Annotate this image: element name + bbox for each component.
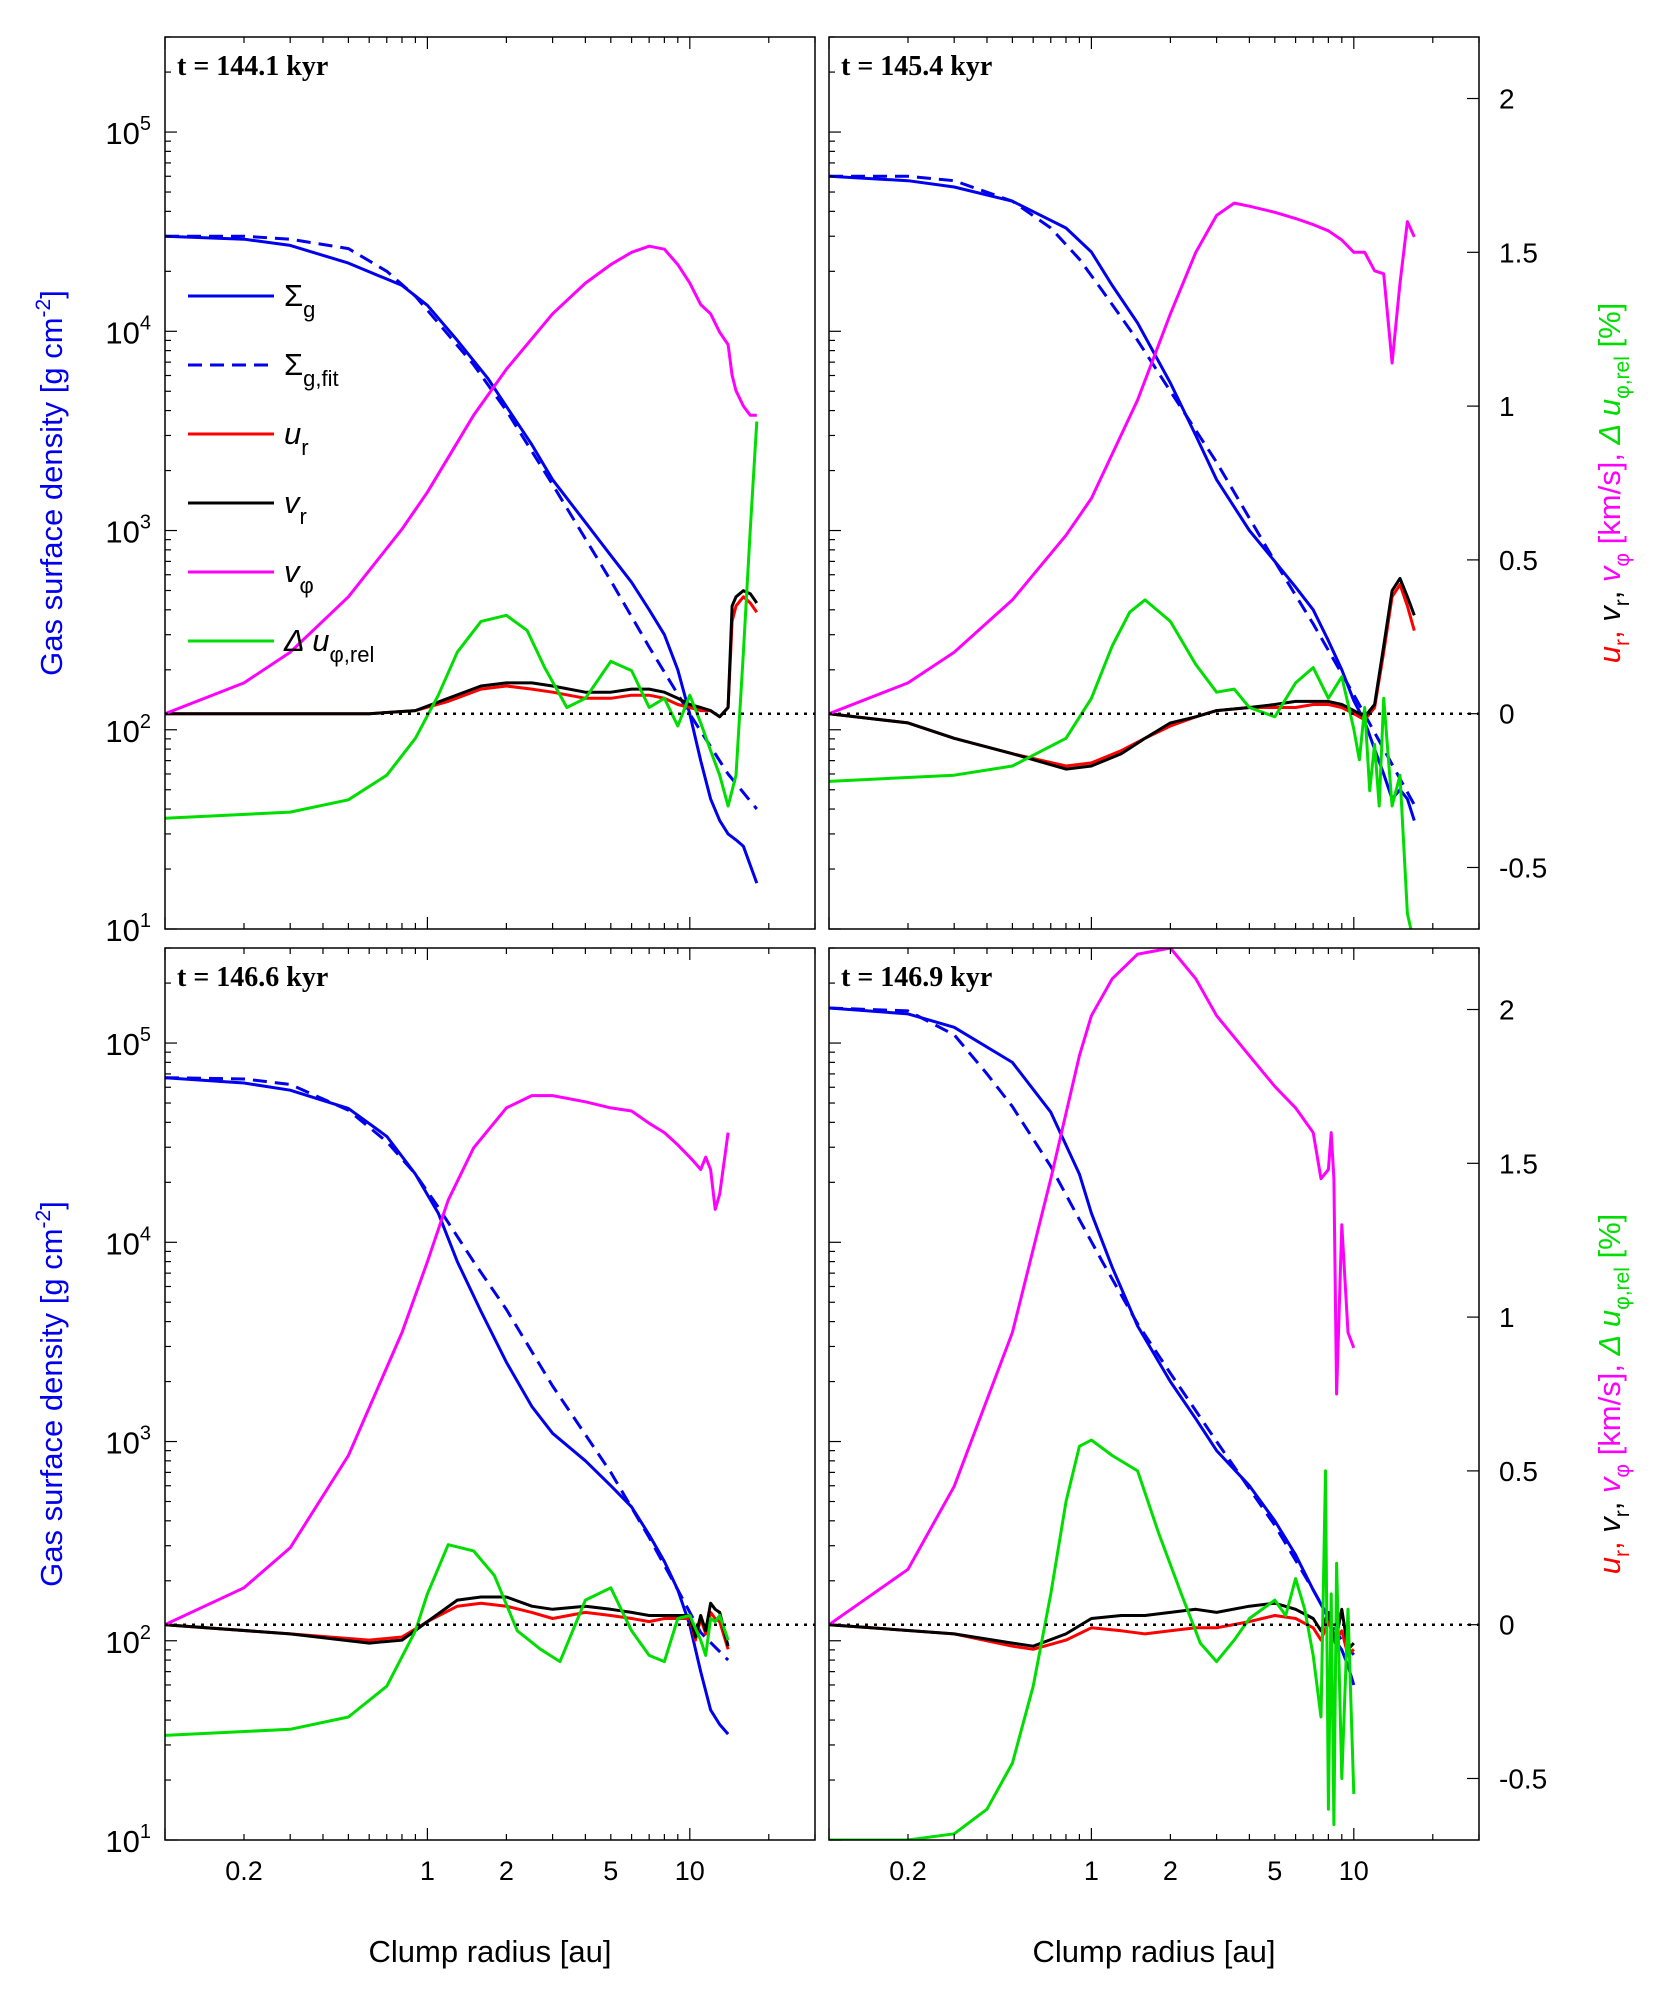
x-tick-label: 10 bbox=[675, 1856, 705, 1886]
series-v-phi bbox=[165, 1094, 730, 1627]
panel-4: t = 146.9 kyr 0.2 1 2 5 10 -0.5 0 0.5 1 1.5 2 bbox=[828, 947, 1547, 1886]
panel-title: t = 146.9 kyr bbox=[841, 962, 992, 993]
legend-label-delta-u-phi-rel: Δ uφ,rel bbox=[283, 623, 374, 667]
y-right-axis-label: ur, vr, vφ [km/s], Δ uφ,rel [%] bbox=[1592, 303, 1634, 664]
x-tick-label: 2 bbox=[1163, 1856, 1178, 1886]
y-right-tick-label: 1 bbox=[1499, 1302, 1515, 1333]
series-sigma-g bbox=[829, 174, 1416, 822]
series-delta-u-phi-rel bbox=[829, 1438, 1356, 1840]
legend-label-v-r: vr bbox=[284, 485, 307, 529]
series-sigma-g-fit bbox=[165, 234, 758, 810]
panel-frame bbox=[164, 36, 816, 930]
series-v-phi bbox=[829, 201, 1416, 716]
x-tick-label: 2 bbox=[499, 1856, 514, 1886]
legend-label-sigma-g-fit: Σg,fit bbox=[284, 347, 339, 391]
y-left-tick-label: 103 bbox=[105, 1423, 151, 1461]
y-right-tick-label: 0 bbox=[1499, 699, 1515, 730]
panel-title: t = 146.6 kyr bbox=[177, 962, 328, 993]
series-v-r bbox=[829, 576, 1416, 771]
y-right-tick-label: -0.5 bbox=[1499, 852, 1547, 883]
legend-label-u-r: ur bbox=[284, 416, 309, 460]
x-tick-label: 0.2 bbox=[225, 1856, 263, 1886]
panel-frame bbox=[164, 947, 816, 1841]
y-right-tick-label: 2 bbox=[1499, 995, 1515, 1026]
panel-frame bbox=[828, 36, 1480, 930]
x-tick-label: 10 bbox=[1339, 1856, 1369, 1886]
panel-frame bbox=[828, 947, 1480, 1841]
y-right-tick-label: 2 bbox=[1499, 84, 1515, 115]
series-delta-u-phi-rel bbox=[165, 421, 759, 820]
y-right-tick-label: 1 bbox=[1499, 391, 1515, 422]
series-sigma-g-fit bbox=[829, 174, 1416, 806]
series-sigma-g-fit bbox=[829, 1006, 1355, 1656]
y-left-axis-label: Gas surface density [g cm-2] bbox=[32, 290, 69, 676]
x-tick-label: 5 bbox=[603, 1856, 618, 1886]
y-right-tick-label: 1.5 bbox=[1499, 237, 1538, 268]
x-axis-label: Clump radius [au] bbox=[369, 1934, 612, 1969]
series-sigma-g bbox=[165, 1076, 730, 1736]
panel-2: t = 145.4 kyr -0.5 0 0.5 1 1.5 2 bbox=[828, 36, 1547, 930]
y-right-tick-label: 0.5 bbox=[1499, 545, 1538, 576]
x-axis-label: Clump radius [au] bbox=[1033, 1934, 1276, 1969]
x-tick-label: 1 bbox=[1084, 1856, 1099, 1886]
panel-title: t = 144.1 kyr bbox=[177, 51, 328, 82]
legend-label-v-phi: vφ bbox=[284, 554, 314, 598]
panel-title: t = 145.4 kyr bbox=[841, 51, 992, 82]
y-right-tick-label: 0.5 bbox=[1499, 1456, 1538, 1487]
y-left-axis-label: Gas surface density [g cm-2] bbox=[32, 1201, 69, 1587]
series-sigma-g-fit bbox=[165, 1076, 730, 1662]
series-delta-u-phi-rel bbox=[165, 1543, 730, 1737]
series-v-phi bbox=[165, 244, 757, 716]
series-v-r bbox=[165, 589, 759, 719]
y-right-axis-label: ur, vr, vφ [km/s], Δ uφ,rel [%] bbox=[1592, 1214, 1634, 1575]
x-tick-label: 1 bbox=[420, 1856, 435, 1886]
y-right-tick-label: 1.5 bbox=[1499, 1148, 1538, 1179]
y-right-tick-label: -0.5 bbox=[1499, 1763, 1547, 1794]
legend: Σg Σg,fit ur vr vφ Δ uφ,rel bbox=[188, 278, 374, 667]
x-tick-label: 0.2 bbox=[889, 1856, 927, 1886]
legend-label-sigma-g: Σg bbox=[284, 278, 315, 322]
y-right-tick-label: 0 bbox=[1499, 1610, 1515, 1641]
series-v-phi bbox=[829, 948, 1356, 1626]
x-tick-label: 5 bbox=[1267, 1856, 1282, 1886]
series-delta-u-phi-rel bbox=[829, 598, 1413, 929]
